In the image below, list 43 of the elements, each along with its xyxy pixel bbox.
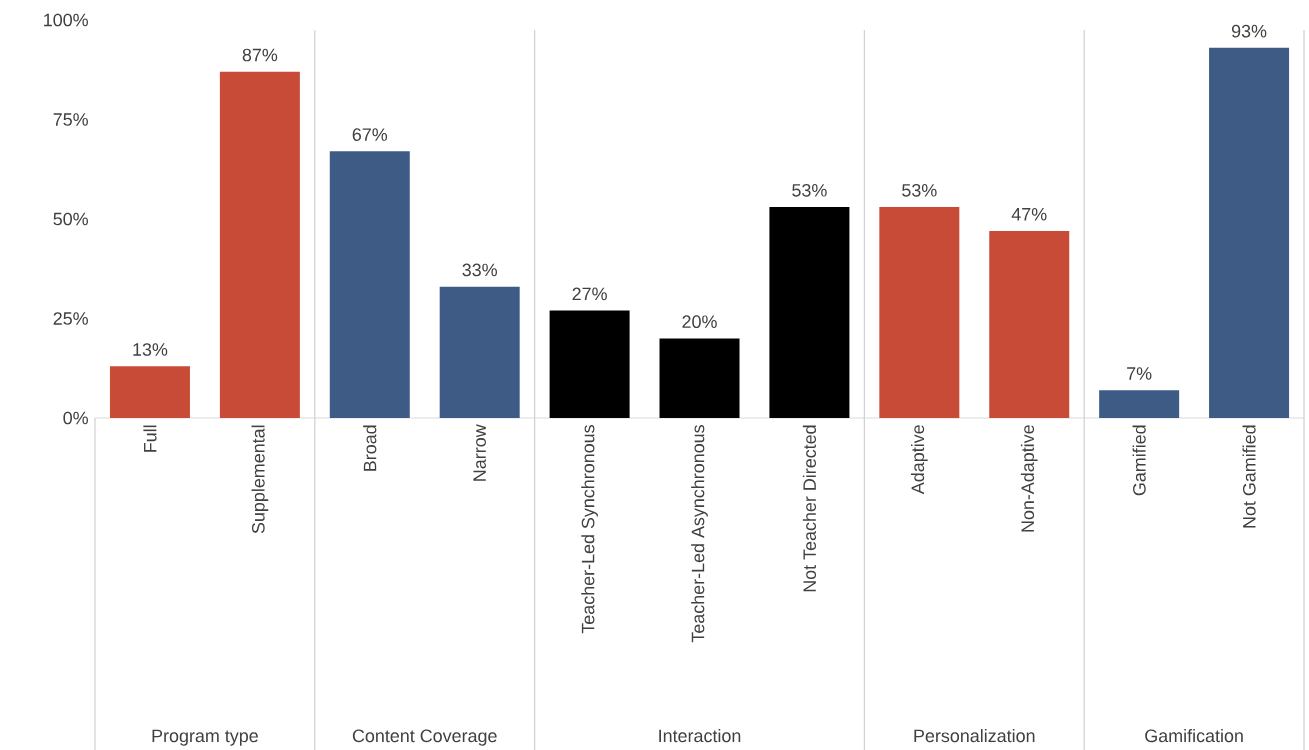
data-label: 53%: [902, 183, 937, 197]
bar: [1099, 390, 1180, 418]
text: Content Coverage: [352, 729, 497, 746]
x-tick-label: Broad: [363, 425, 377, 471]
x-tick-label: Not Gamified: [1242, 425, 1256, 528]
y-tick-label: 75%: [53, 113, 88, 126]
x-tick-label: Gamified: [1132, 425, 1146, 496]
data-label: 47%: [1011, 208, 1047, 221]
x-tick-label: Teacher-Led Synchronous: [581, 425, 598, 634]
data-label: 87%: [242, 48, 278, 62]
bar: [549, 310, 630, 418]
text: Interaction: [659, 729, 741, 743]
data-label: 33%: [462, 263, 497, 277]
data-label: 53%: [792, 183, 827, 197]
y-tick-label: 100%: [44, 13, 88, 27]
data-label: 13%: [133, 343, 168, 356]
x-tick-label: Teacher-Led Asynchronous: [691, 425, 708, 643]
x-tick-label: Not Teacher Directed: [802, 425, 817, 592]
x-tick-label: Non-Adaptive: [1020, 425, 1038, 532]
bar: [769, 207, 850, 418]
data-label: 7%: [1127, 367, 1152, 380]
text: Personalization: [914, 729, 1035, 743]
data-label: 93%: [1231, 24, 1267, 38]
bar: [439, 286, 520, 418]
x-tick-label: Supplemental: [251, 425, 269, 534]
text: Gamification: [1145, 729, 1243, 743]
data-label: 27%: [572, 287, 607, 301]
bar: [659, 338, 740, 418]
text: Program type: [152, 729, 258, 746]
bar: [1209, 47, 1290, 418]
bar: [109, 366, 190, 418]
y-tick-label: 0%: [63, 411, 88, 425]
data-label: 20%: [682, 315, 717, 329]
x-tick-label: Adaptive: [910, 425, 928, 495]
y-tick-label: 25%: [53, 312, 88, 325]
bar: [219, 71, 300, 418]
y-tick-label: 50%: [53, 212, 88, 226]
bar: [879, 207, 960, 418]
x-tick-label: Narrow: [473, 424, 486, 481]
data-label: 67%: [352, 128, 388, 141]
bar: [989, 230, 1070, 418]
x-tick-label: Full: [143, 425, 157, 452]
bar: [329, 151, 410, 418]
